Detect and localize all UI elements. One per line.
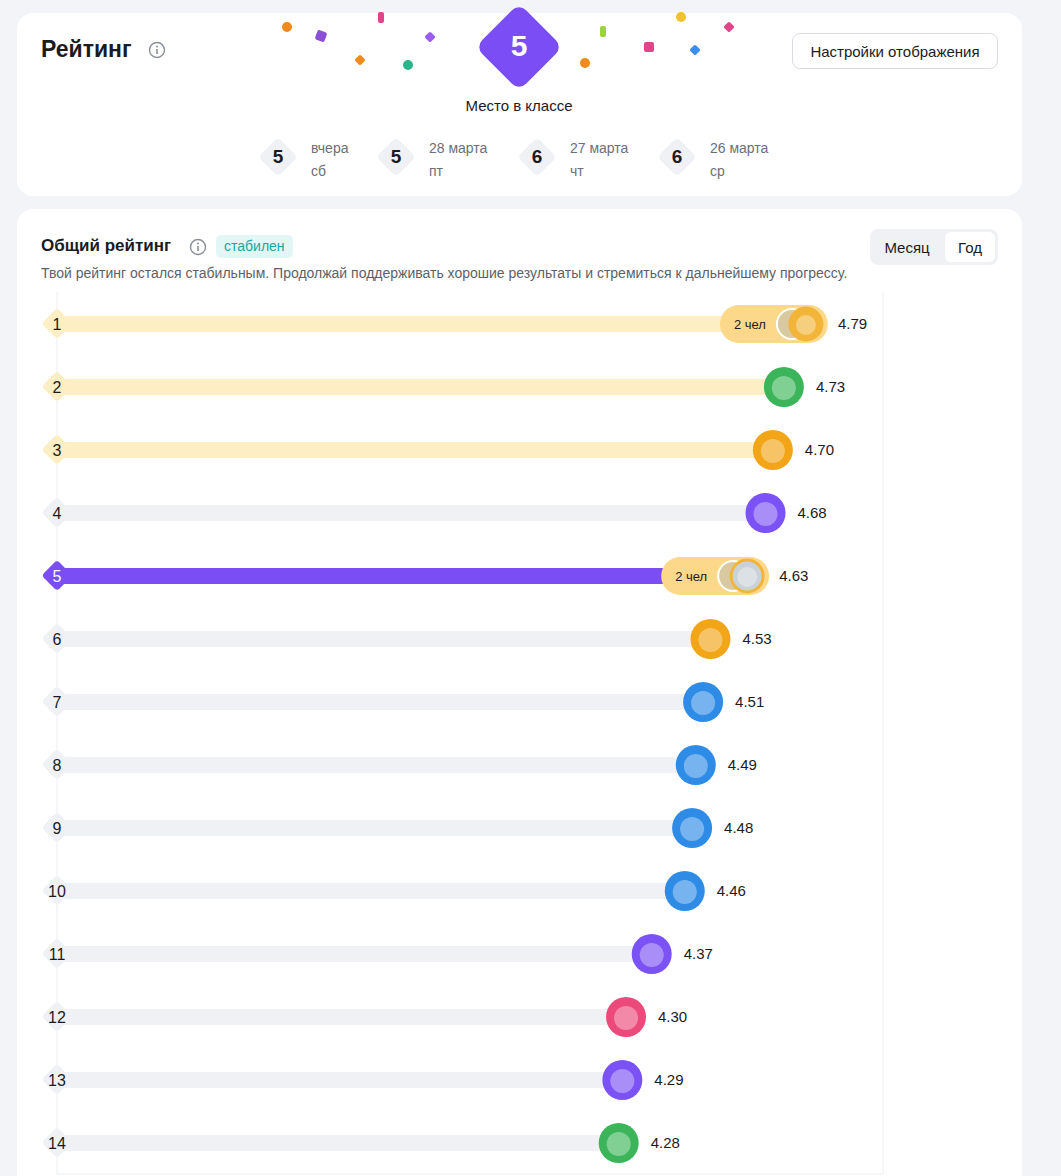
svg-text:14: 14 — [48, 1135, 66, 1152]
svg-text:4.51: 4.51 — [735, 693, 764, 710]
html-text:стабилен: стабилен — [224, 238, 285, 254]
svg-text:4.49: 4.49 — [728, 756, 757, 773]
html-text:Место в классе: Место в классе — [465, 97, 573, 114]
svg-text:2 чел: 2 чел — [734, 317, 766, 332]
html-text:27 марта: 27 марта — [570, 140, 629, 156]
svg-text:12: 12 — [48, 1009, 66, 1026]
svg-text:13: 13 — [48, 1072, 66, 1089]
svg-text:11: 11 — [49, 946, 66, 963]
html-text:чт: чт — [570, 163, 584, 179]
svg-text:1: 1 — [53, 316, 62, 333]
svg-text:7: 7 — [53, 694, 62, 711]
svg-text:4: 4 — [53, 505, 62, 522]
svg-text:2: 2 — [53, 379, 62, 396]
html-text:Год: Год — [958, 238, 982, 256]
svg-text:4.37: 4.37 — [684, 945, 713, 962]
svg-text:4.73: 4.73 — [816, 378, 845, 395]
svg-text:4.29: 4.29 — [654, 1071, 683, 1088]
html-text:вчера: вчера — [311, 140, 349, 156]
svg-text:6: 6 — [53, 631, 62, 648]
html-text:6: 6 — [531, 146, 543, 167]
svg-text:4.63: 4.63 — [779, 567, 808, 584]
svg-text:4.48: 4.48 — [724, 819, 753, 836]
svg-text:3: 3 — [53, 442, 62, 459]
svg-text:4.70: 4.70 — [805, 441, 834, 458]
html-text:Настройки отображения: Настройки отображения — [810, 42, 980, 60]
html-text:ср: ср — [710, 163, 725, 179]
svg-text:4.30: 4.30 — [658, 1008, 687, 1025]
html-text:5: 5 — [272, 146, 284, 167]
html-text:5: 5 — [510, 29, 528, 62]
svg-text:4.28: 4.28 — [651, 1134, 680, 1151]
svg-text:2 чел: 2 чел — [675, 569, 707, 584]
svg-text:4.46: 4.46 — [717, 882, 746, 899]
svg-text:8: 8 — [53, 757, 62, 774]
html-text:5: 5 — [390, 146, 402, 167]
svg-text:5: 5 — [53, 568, 62, 585]
svg-text:4.53: 4.53 — [742, 630, 771, 647]
html-text:26 марта: 26 марта — [710, 140, 769, 156]
html-text:пт: пт — [429, 163, 443, 179]
svg-text:4.79: 4.79 — [838, 315, 867, 332]
html-text:Рейтинг: Рейтинг — [41, 36, 132, 62]
svg-text:10: 10 — [48, 883, 66, 900]
svg-text:4.68: 4.68 — [798, 504, 827, 521]
html-text:6: 6 — [671, 146, 683, 167]
html-text:28 марта: 28 марта — [429, 140, 488, 156]
html-text:Месяц: Месяц — [884, 238, 930, 256]
html-text:Твой рейтинг остался стабильны: Твой рейтинг остался стабильным. Продолж… — [41, 265, 848, 281]
html-text:сб: сб — [311, 163, 326, 179]
svg-text:9: 9 — [53, 820, 62, 837]
html-text:Общий рейтинг: Общий рейтинг — [41, 236, 172, 255]
